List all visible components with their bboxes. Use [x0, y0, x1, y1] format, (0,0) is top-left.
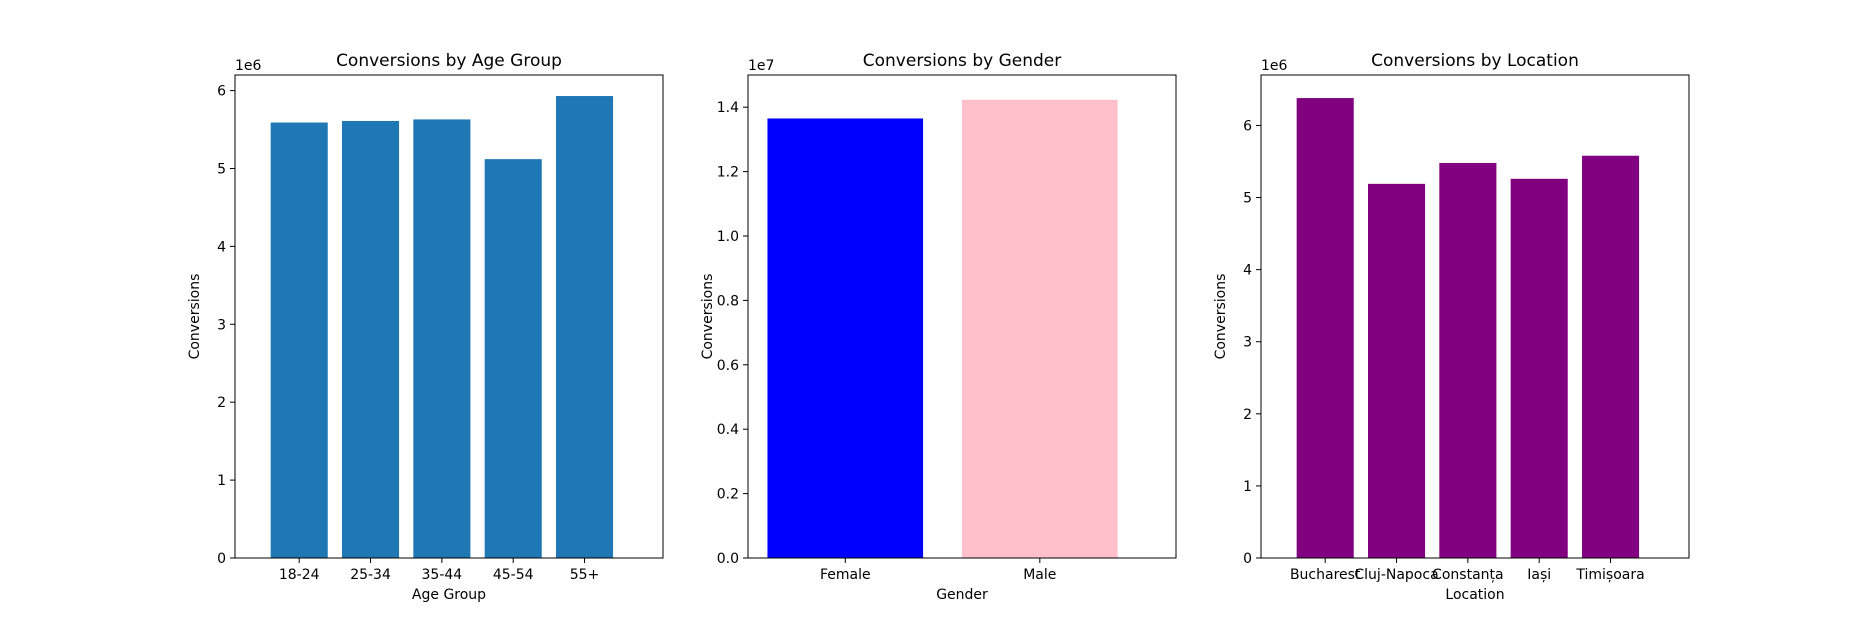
bar: [1582, 155, 1640, 558]
y-tick-label: 1.4: [717, 100, 739, 116]
y-tick-label: 0.0: [717, 551, 739, 567]
bar: [1510, 178, 1568, 558]
x-tick-label: Constanța: [1432, 567, 1504, 583]
bar: [484, 159, 542, 558]
y-tick-label: 0.4: [717, 422, 739, 438]
chart-title: Conversions by Location: [1371, 51, 1579, 71]
y-tick-label: 4: [1243, 263, 1252, 279]
x-tick-label: Bucharest: [1290, 567, 1361, 583]
x-tick-label: 45-54: [493, 567, 534, 583]
y-axis-label: Conversions: [187, 274, 203, 360]
y-tick-label: 2: [217, 395, 226, 411]
x-axis-label: Gender: [936, 587, 988, 603]
bar: [962, 99, 1118, 558]
bar: [1439, 162, 1497, 558]
y-tick-label: 1: [1243, 479, 1252, 495]
plot-frame: [234, 74, 664, 559]
bar: [342, 120, 400, 559]
y-tick-label: 0.8: [717, 293, 739, 309]
y-tick-label: 0: [217, 551, 226, 567]
x-axis-label: Location: [1445, 587, 1504, 603]
x-tick-label: Timișoara: [1575, 567, 1644, 583]
y-tick-label: 0.6: [717, 358, 739, 374]
x-tick-label: 25-34: [350, 567, 391, 583]
y-tick-label: 2: [1243, 407, 1252, 423]
y-tick-label: 1.2: [717, 165, 739, 181]
y-tick-label: 6: [1243, 118, 1252, 134]
y-axis-offset-label: 1e6: [235, 58, 262, 74]
x-tick-label: Cluj-Napoca: [1354, 567, 1438, 583]
chart-age-group: Conversions by Age Group Age Group Conve…: [187, 51, 664, 603]
y-tick-label: 5: [1243, 191, 1252, 207]
chart-gender: Conversions by Gender Gender Conversions…: [700, 51, 1177, 603]
x-tick-label: 18-24: [279, 567, 320, 583]
chart-title: Conversions by Gender: [863, 51, 1061, 71]
x-tick-label: Iași: [1527, 567, 1551, 583]
bar: [270, 122, 328, 558]
y-axis-label: Conversions: [1213, 274, 1229, 360]
chart-title: Conversions by Age Group: [336, 51, 562, 71]
x-tick-label: Male: [1023, 567, 1056, 583]
y-tick-label: 4: [217, 239, 226, 255]
x-tick-label: 35-44: [422, 567, 463, 583]
y-tick-label: 1.0: [717, 229, 739, 245]
y-tick-label: 1: [217, 473, 226, 489]
y-tick-label: 5: [217, 161, 226, 177]
y-tick-label: 3: [217, 317, 226, 333]
y-tick-label: 3: [1243, 335, 1252, 351]
x-tick-label: Female: [820, 567, 871, 583]
bar: [413, 119, 471, 558]
plot-frame: [1260, 74, 1690, 559]
y-axis-label: Conversions: [700, 274, 716, 360]
plot-frame: [747, 74, 1177, 559]
bar: [556, 96, 614, 558]
y-tick-label: 6: [217, 84, 226, 100]
y-axis-offset-label: 1e7: [748, 58, 774, 74]
chart-location: Conversions by Location Location Convers…: [1213, 51, 1690, 603]
x-axis-label: Age Group: [412, 587, 486, 603]
bar: [1368, 183, 1426, 558]
y-tick-label: 0: [1243, 551, 1252, 567]
y-axis-offset-label: 1e6: [1261, 58, 1288, 74]
bar: [767, 118, 924, 558]
bar: [1296, 98, 1354, 558]
y-tick-label: 0.2: [717, 487, 739, 503]
x-tick-label: 55+: [570, 567, 600, 583]
